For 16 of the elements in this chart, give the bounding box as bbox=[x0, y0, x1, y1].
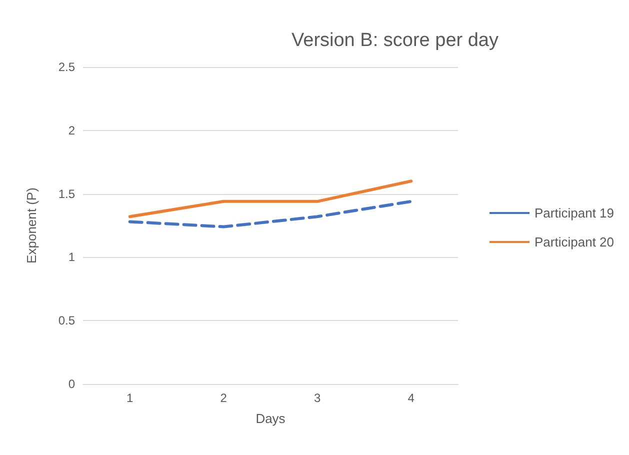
y-axis-title: Exponent (P) bbox=[24, 188, 39, 264]
legend-label: Participant 19 bbox=[534, 206, 614, 220]
legend-label: Participant 20 bbox=[534, 234, 614, 250]
x-tick-label: 3 bbox=[314, 391, 322, 405]
line-series bbox=[128, 200, 413, 228]
y-tick-label: 1.5 bbox=[58, 186, 76, 201]
y-tick-label: 2 bbox=[68, 123, 76, 138]
x-axis-title: Days bbox=[256, 411, 286, 426]
y-tick-label: 2.5 bbox=[58, 60, 76, 74]
y-tick-label: 0 bbox=[68, 377, 76, 391]
x-tick-label: 2 bbox=[220, 391, 228, 405]
chart-title: Version B: score per day bbox=[292, 30, 499, 51]
y-tick-label: 1 bbox=[68, 250, 76, 264]
y-tick-label: 0.5 bbox=[58, 314, 76, 328]
x-tick-label: 1 bbox=[126, 391, 134, 405]
x-tick-label: 4 bbox=[408, 391, 415, 405]
